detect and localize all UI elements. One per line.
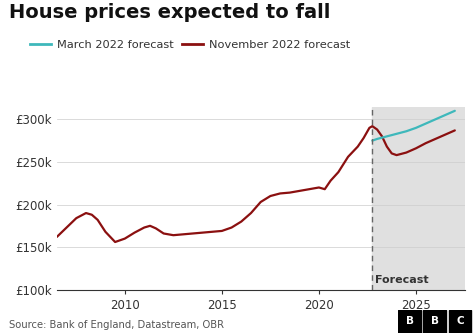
Text: C: C [456, 316, 464, 326]
Bar [423, 310, 446, 333]
Bar [372, 107, 474, 290]
Legend: March 2022 forecast, November 2022 forecast: March 2022 forecast, November 2022 forec… [26, 35, 355, 55]
Text: House prices expected to fall: House prices expected to fall [9, 3, 331, 22]
Text: B: B [406, 316, 413, 326]
Bar [449, 310, 472, 333]
Bar [398, 310, 421, 333]
Text: Forecast: Forecast [375, 275, 429, 285]
Text: Source: Bank of England, Datastream, OBR: Source: Bank of England, Datastream, OBR [9, 320, 225, 330]
Text: B: B [431, 316, 439, 326]
